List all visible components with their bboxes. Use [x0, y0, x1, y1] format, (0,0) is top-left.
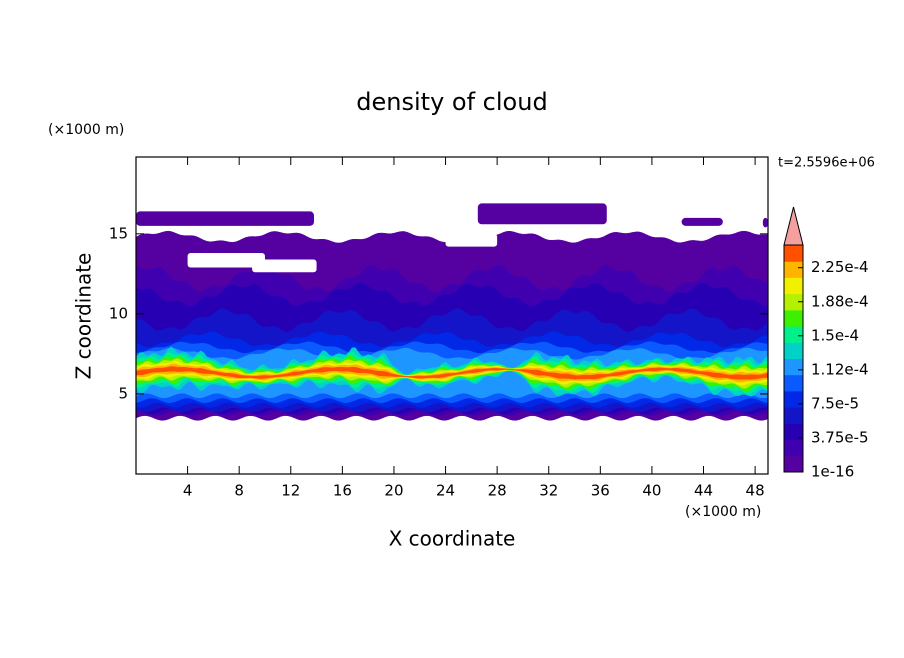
- colorbar-segment: [784, 407, 803, 424]
- colorbar-tick-label: 3.75e-5: [811, 428, 869, 446]
- x-tick-label: 28: [488, 482, 507, 500]
- cloud-layer: [136, 363, 768, 383]
- y-tick-label: 5: [118, 384, 128, 402]
- x-tick-label: 12: [281, 482, 300, 500]
- cloud-patch: [477, 203, 607, 225]
- x-tick-label: 20: [384, 482, 403, 500]
- colorbar-frame: [783, 244, 804, 473]
- x-tick-label: 4: [183, 482, 193, 500]
- colorbar-tick-label: 1.5e-4: [811, 326, 859, 344]
- colorbar-segment: [784, 293, 803, 311]
- cloud-patch: [136, 211, 314, 226]
- colorbar-tick-label: 1.88e-4: [811, 292, 869, 310]
- colorbar-segment: [784, 455, 803, 473]
- x-tick-label: 36: [591, 482, 610, 500]
- x-tick-label: 8: [234, 482, 244, 500]
- y-axis-label: Z coordinate: [72, 253, 96, 380]
- time-annotation: t=2.5596e+06: [778, 156, 875, 171]
- x-tick-label: 40: [642, 482, 661, 500]
- colorbar-tick-label: 1e-16: [811, 463, 854, 481]
- colorbar-segment: [784, 261, 803, 278]
- cloud-gap: [445, 233, 498, 247]
- cloud-gap: [187, 253, 265, 268]
- colorbar-segment: [784, 390, 803, 408]
- cloud-layer: [136, 366, 768, 380]
- colorbar-segment: [784, 326, 803, 343]
- colorbar-tick-label: 2.25e-4: [811, 258, 869, 276]
- y-tick-label: 10: [109, 304, 128, 322]
- colorbar-tick-label: 7.5e-5: [811, 394, 859, 412]
- colorbar-segment: [784, 309, 803, 327]
- colorbar-segment: [784, 277, 803, 295]
- contour-field: [136, 203, 768, 421]
- x-tick-label: 44: [694, 482, 713, 500]
- x-tick-label: 48: [746, 482, 765, 500]
- y-unit: (×1000 m): [48, 122, 124, 138]
- x-unit: (×1000 m): [685, 504, 761, 520]
- colorbar-segment: [784, 374, 803, 392]
- colorbar-segment: [784, 423, 803, 441]
- y-tick-label: 15: [109, 224, 128, 242]
- colorbar-segment: [784, 439, 803, 457]
- colorbar-segment: [784, 342, 803, 359]
- cloud-gap: [252, 259, 317, 273]
- colorbar-segment: [784, 358, 803, 376]
- x-tick-label: 32: [539, 482, 558, 500]
- chart-title: density of cloud: [356, 88, 547, 116]
- cloud-patch: [681, 217, 723, 226]
- colorbar-segment: [784, 245, 803, 262]
- cloud-patch: [762, 217, 768, 228]
- x-axis-label: X coordinate: [389, 527, 516, 551]
- x-tick-label: 16: [333, 482, 352, 500]
- colorbar-tick-label: 1.12e-4: [811, 360, 869, 378]
- plot-frame: [135, 156, 769, 475]
- x-tick-label: 24: [436, 482, 455, 500]
